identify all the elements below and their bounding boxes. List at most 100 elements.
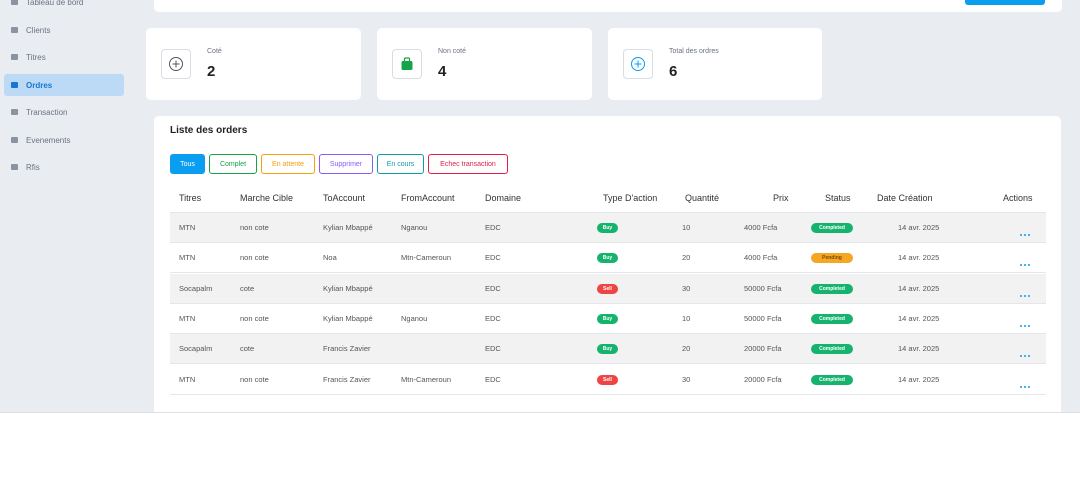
table-cell: 4000 Fcfa: [744, 223, 778, 232]
table-cell: MTN: [179, 253, 196, 263]
top-button[interactable]: [965, 0, 1045, 5]
stat-value: 6: [669, 63, 678, 80]
table-cell: non cote: [240, 374, 269, 384]
table-cell: 14 avr. 2025: [898, 344, 940, 354]
table-cell: EDC: [485, 313, 501, 323]
column-header: Quantité: [685, 193, 720, 203]
column-header: Prix: [773, 193, 789, 203]
table-cell: Socapalm: [179, 283, 213, 293]
table-cell: MTN: [179, 313, 196, 323]
row-actions[interactable]: [1019, 286, 1031, 297]
filter-button[interactable]: Supprimer: [319, 154, 373, 174]
nav-item[interactable]: Ordres: [4, 74, 124, 96]
table-cell: MTN: [179, 374, 196, 384]
table-cell: Mtn-Cameroun: [401, 374, 452, 384]
table-cell: EDC: [485, 283, 501, 293]
nav-label: Rfis: [26, 162, 40, 172]
stat-card: Non coté 4: [377, 28, 592, 100]
nav-label: Clients: [26, 25, 51, 35]
status-badge: Pending: [811, 253, 853, 264]
stat-icon: [623, 49, 653, 79]
nav-item[interactable]: Transaction: [4, 101, 124, 123]
filter-button[interactable]: En attente: [261, 154, 315, 174]
stat-card: Coté 2: [146, 28, 361, 100]
nav-icon: [11, 164, 18, 170]
table-cell: MTN: [179, 223, 196, 232]
table-cell: non cote: [240, 253, 269, 263]
table-cell: EDC: [485, 253, 501, 263]
column-header: Actions: [1003, 193, 1033, 203]
stat-label: Non coté: [438, 48, 467, 55]
nav-icon: [11, 0, 18, 5]
status-badge: Completed: [811, 283, 853, 294]
table-cell: 20: [682, 344, 691, 354]
type-badge: Buy: [597, 313, 618, 324]
nav-icon: [11, 27, 18, 33]
table-cell: Socapalm: [179, 344, 213, 354]
type-badge: Buy: [597, 253, 618, 264]
row-actions[interactable]: [1019, 377, 1031, 388]
stat-value: 4: [438, 63, 447, 80]
status-badge: Completed: [811, 313, 853, 324]
table-cell: EDC: [485, 344, 501, 354]
table-cell: non cote: [240, 313, 269, 323]
nav-icon: [11, 137, 18, 143]
stat-icon: [392, 49, 422, 79]
type-badge: Buy: [597, 223, 618, 233]
orders-title: Liste des orders: [170, 125, 248, 136]
table-cell: Noa: [323, 253, 337, 263]
column-header: Titres: [179, 193, 202, 203]
column-header: Marche Cible: [240, 193, 294, 203]
table-cell: 14 avr. 2025: [898, 223, 940, 232]
column-header: Status: [825, 193, 851, 203]
row-actions[interactable]: [1019, 346, 1031, 358]
table-cell: cote: [240, 344, 255, 354]
filter-button[interactable]: En cours: [377, 154, 424, 174]
nav-label: Tableau de bord: [26, 0, 84, 7]
row-actions[interactable]: [1019, 316, 1031, 327]
table-cell: Francis Zavier: [323, 344, 371, 354]
nav-item[interactable]: Evenements: [4, 129, 124, 151]
nav-label: Titres: [26, 52, 46, 62]
table-cell: Nganou: [401, 223, 428, 232]
stat-label: Coté: [207, 48, 222, 55]
nav-item[interactable]: Clients: [4, 19, 124, 41]
table-cell: non cote: [240, 223, 269, 232]
table-cell: Kylian Mbappé: [323, 283, 373, 293]
table-cell: cote: [240, 283, 255, 293]
bottom-panel: [0, 412, 1080, 479]
table-cell: 10: [682, 223, 691, 232]
column-header: ToAccount: [323, 193, 366, 203]
nav-item[interactable]: Titres: [4, 46, 124, 68]
row-actions[interactable]: [1019, 255, 1031, 267]
nav-icon: [11, 54, 18, 60]
table-cell: 50000 Fcfa: [744, 283, 782, 293]
table-cell: Francis Zavier: [323, 374, 371, 384]
table-cell: 30: [682, 374, 691, 384]
column-header: Type D'action: [603, 193, 658, 203]
table-cell: EDC: [485, 374, 501, 384]
type-badge: Buy: [597, 344, 618, 355]
nav-label: Evenements: [26, 135, 71, 145]
table-cell: 14 avr. 2025: [898, 283, 940, 293]
stat-value: 2: [207, 63, 216, 80]
filter-button[interactable]: Tous: [170, 154, 205, 174]
table-cell: 20: [682, 253, 691, 263]
type-badge: Sell: [597, 283, 618, 294]
row-actions[interactable]: [1019, 225, 1031, 236]
table-cell: Nganou: [401, 313, 428, 323]
header-divider: [170, 212, 1046, 213]
status-badge: Completed: [811, 223, 853, 233]
stat-icon: [161, 49, 191, 79]
table-cell: 20000 Fcfa: [744, 344, 782, 354]
table-cell: Kylian Mbappé: [323, 313, 373, 323]
stat-label: Total des ordres: [669, 48, 719, 55]
filter-button[interactable]: Echec transaction: [428, 154, 508, 174]
filter-button[interactable]: Complet: [209, 154, 257, 174]
nav-item[interactable]: Tableau de bord: [4, 0, 124, 13]
nav-item[interactable]: Rfis: [4, 156, 124, 178]
table-cell: 10: [682, 313, 691, 323]
type-badge: Sell: [597, 374, 618, 385]
stat-card: Total des ordres 6: [608, 28, 822, 100]
